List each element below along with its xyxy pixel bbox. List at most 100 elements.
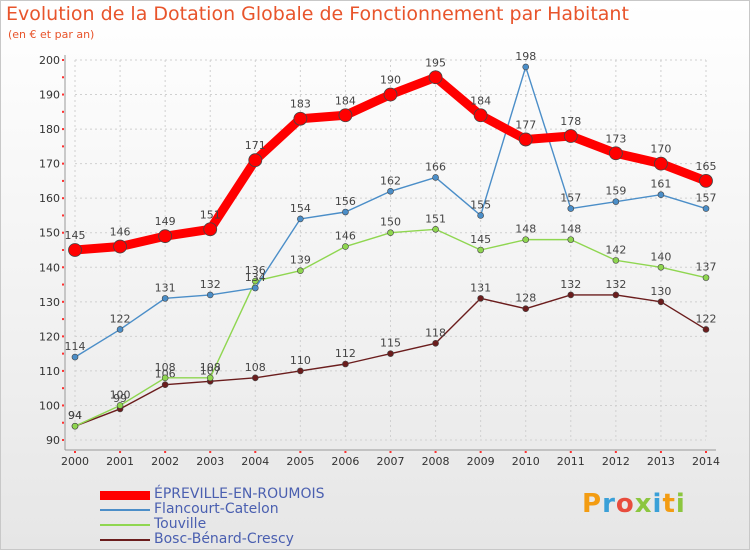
data-point [702, 205, 710, 212]
y-tick-mark [62, 439, 64, 441]
y-tick-mark [62, 197, 64, 200]
x-tick-label: 2004 [241, 455, 269, 468]
data-label: 122 [110, 312, 131, 325]
y-minor-tick-mark [62, 387, 64, 390]
series-0: 145 146 149 151 171 183 184 190 195 184 177 178 173 1… [65, 56, 717, 257]
data-label: 145 [470, 233, 491, 246]
x-tick-label: 2007 [377, 455, 405, 468]
data-point [206, 291, 214, 299]
data-point [387, 229, 394, 237]
x-tick-label: 2001 [106, 455, 134, 468]
data-point [477, 246, 484, 254]
x-tick-mark [344, 451, 347, 453]
legend-swatch [100, 490, 150, 500]
data-point [297, 367, 304, 375]
data-point [522, 63, 530, 71]
data-label: 170 [650, 143, 671, 156]
y-minor-tick-mark [62, 249, 64, 251]
y-minor-tick-mark [62, 352, 64, 355]
data-label: 136 [245, 264, 266, 277]
x-tick-mark [299, 451, 302, 453]
y-tick-label: 190 [39, 89, 60, 102]
y-tick-mark [62, 231, 64, 234]
legend-swatch [100, 509, 150, 511]
data-point [699, 174, 713, 188]
data-point [522, 236, 530, 243]
y-tick-mark [62, 266, 64, 269]
data-point [248, 153, 263, 168]
data-label: 148 [560, 223, 581, 236]
data-point [68, 243, 82, 257]
x-tick-mark [254, 451, 257, 453]
data-label: 154 [290, 202, 311, 215]
data-point [477, 212, 484, 219]
data-point [432, 174, 439, 181]
x-tick-mark [659, 451, 662, 453]
y-minor-tick-mark [62, 179, 64, 182]
data-point [477, 295, 484, 302]
data-label: 150 [380, 216, 401, 229]
logo-letter: i [652, 489, 663, 519]
data-label: 132 [605, 278, 626, 291]
x-tick-label: 2013 [647, 455, 675, 468]
data-label: 108 [245, 361, 266, 374]
data-point [657, 263, 665, 271]
data-point [206, 374, 214, 382]
data-point [71, 422, 79, 430]
x-tick-mark [434, 451, 437, 453]
y-minor-tick-mark [62, 421, 64, 424]
data-label: 146 [335, 230, 356, 243]
y-tick-mark [62, 162, 64, 165]
y-minor-tick-mark [62, 76, 64, 79]
data-label: 184 [335, 94, 356, 107]
x-tick-mark [569, 451, 572, 453]
data-point [383, 87, 398, 102]
x-tick-label: 2009 [467, 455, 495, 468]
data-point [657, 191, 665, 199]
data-label: 130 [650, 285, 671, 298]
x-tick-label: 2000 [61, 455, 89, 468]
x-tick-label: 2011 [557, 455, 585, 468]
x-tick-mark [389, 451, 392, 453]
y-tick-label: 150 [39, 227, 60, 240]
series-2: 94 100 108 108 136 139 146 150 151 145 148 148 142 14… [68, 212, 717, 430]
x-tick-mark [705, 451, 707, 453]
data-label: 162 [380, 174, 401, 187]
data-point [567, 205, 575, 212]
data-label: 94 [68, 409, 82, 422]
data-label: 118 [425, 326, 446, 339]
data-label: 108 [200, 361, 221, 374]
logo-letter: i [675, 489, 686, 519]
data-point [293, 111, 308, 126]
data-label: 140 [650, 250, 671, 263]
y-tick-label: 120 [39, 330, 60, 343]
data-point [161, 374, 169, 382]
data-label: 137 [696, 261, 717, 274]
data-point [251, 277, 259, 285]
y-tick-label: 90 [46, 434, 60, 447]
legend-swatch [100, 539, 150, 541]
chart-subtitle: (en € et par an) [8, 28, 95, 41]
data-point [567, 291, 575, 299]
x-tick-mark [209, 451, 212, 453]
x-tick-label: 2003 [196, 455, 224, 468]
data-label: 177 [515, 118, 536, 131]
data-point [473, 108, 488, 123]
x-tick-mark [164, 451, 167, 453]
data-point [113, 239, 127, 254]
data-point [338, 108, 353, 123]
data-point [297, 267, 304, 275]
data-label: 134 [245, 271, 266, 284]
data-label: 148 [515, 223, 536, 236]
y-tick-label: 100 [39, 399, 60, 412]
y-minor-tick-mark [62, 110, 64, 113]
data-label: 183 [290, 98, 311, 111]
x-tick-mark [524, 451, 527, 453]
logo-letter: r [602, 489, 616, 519]
legend-label: ÉPREVILLE-EN-ROUMOIS [154, 486, 325, 502]
data-point [522, 305, 530, 313]
